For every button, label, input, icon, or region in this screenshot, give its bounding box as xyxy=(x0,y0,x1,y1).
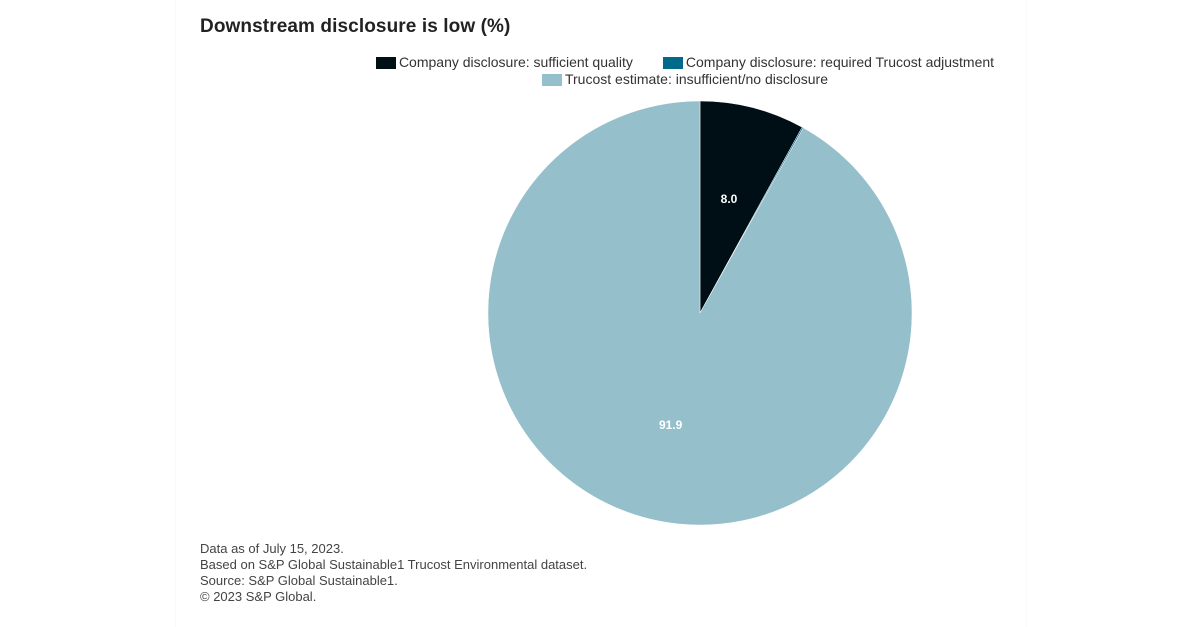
footnote-dataset: Based on S&P Global Sustainable1 Trucost… xyxy=(200,557,588,572)
legend-row-2: Trucost estimate: insufficient/no disclo… xyxy=(340,71,1030,88)
data-label-estimate: 91.9 xyxy=(659,418,683,432)
legend-row-1: Company disclosure: sufficient quality C… xyxy=(340,54,1030,71)
data-label-sufficient: 8.0 xyxy=(721,192,738,206)
footnote-source: Source: S&P Global Sustainable1. xyxy=(200,573,398,588)
footnote-date: Data as of July 15, 2023. xyxy=(200,541,344,556)
chart-legend: Company disclosure: sufficient quality C… xyxy=(340,54,1030,88)
pie-slice-estimate[interactable] xyxy=(487,100,913,526)
legend-swatch-sufficient xyxy=(375,56,396,69)
legend-label-sufficient: Company disclosure: sufficient quality xyxy=(398,54,633,70)
legend-item-estimate[interactable]: Trucost estimate: insufficient/no disclo… xyxy=(541,71,828,88)
footnotes: Data as of July 15, 2023. Based on S&P G… xyxy=(200,541,587,605)
legend-item-adjustment[interactable]: Company disclosure: required Trucost adj… xyxy=(662,54,995,71)
pie-slice-sufficient[interactable] xyxy=(699,100,803,314)
chart-title: Downstream disclosure is low (%) xyxy=(200,16,511,37)
legend-label-adjustment: Company disclosure: required Trucost adj… xyxy=(685,54,995,70)
legend-label-estimate: Trucost estimate: insufficient/no disclo… xyxy=(564,71,828,87)
legend-swatch-adjustment xyxy=(662,56,683,69)
legend-swatch-estimate xyxy=(541,73,562,86)
footnote-copyright: © 2023 S&P Global. xyxy=(200,589,317,604)
legend-item-sufficient[interactable]: Company disclosure: sufficient quality xyxy=(375,54,633,71)
